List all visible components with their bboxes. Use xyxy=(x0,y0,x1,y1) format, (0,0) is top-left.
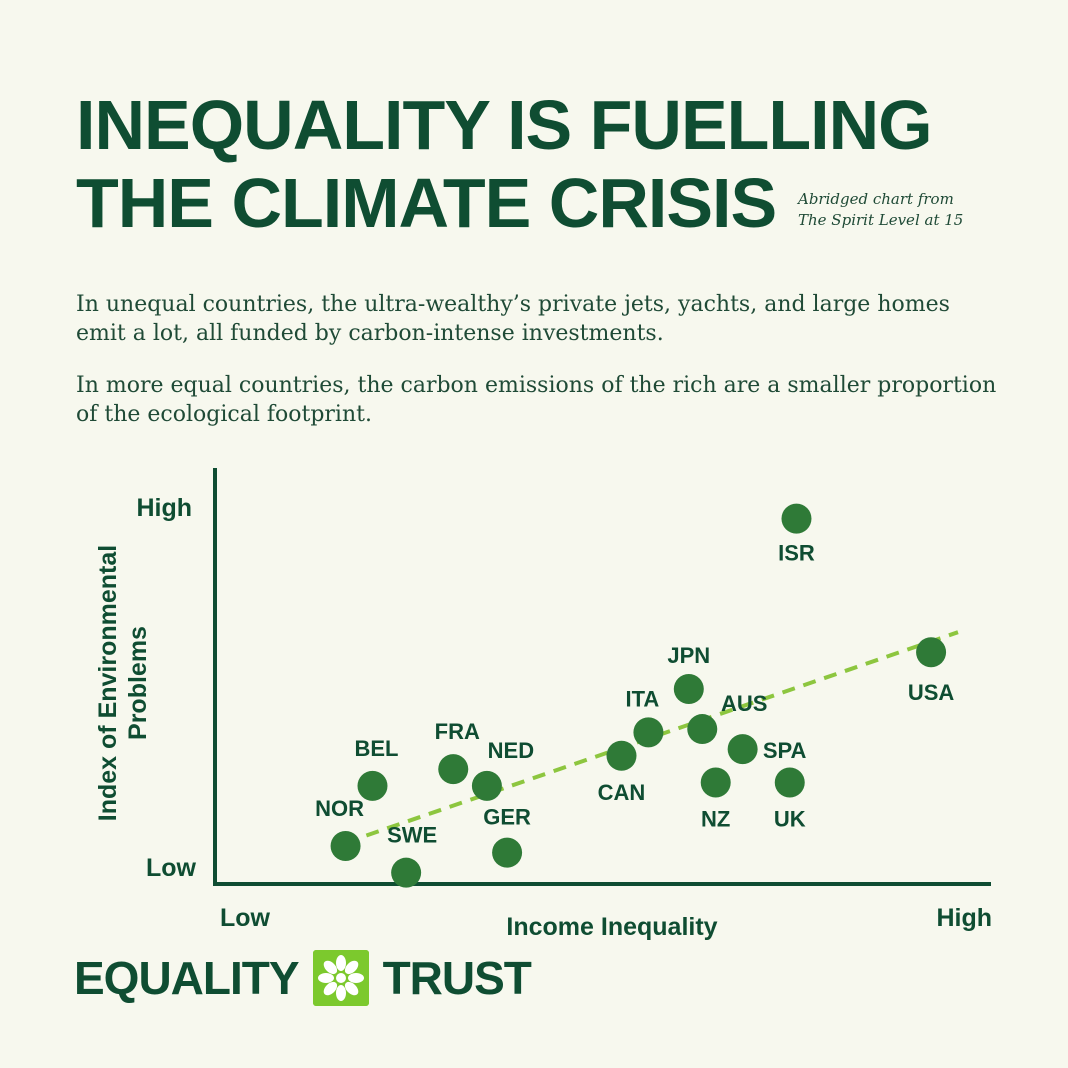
point-can xyxy=(606,740,637,771)
source-line-2: The Spirit Level at 15 xyxy=(798,211,964,229)
intro-paragraph-2: In more equal countries, the carbon emis… xyxy=(76,373,997,427)
logo-petal xyxy=(323,960,337,975)
logo-petal xyxy=(317,973,334,983)
logo-petal xyxy=(344,960,358,975)
point-swe xyxy=(391,857,422,888)
point-usa xyxy=(916,637,947,668)
flower-logo-icon xyxy=(312,950,369,1006)
logo-petal xyxy=(335,985,346,1001)
title-line-1: INEQUALITY IS FUELLING xyxy=(76,86,933,164)
point-jpn xyxy=(673,673,704,704)
point-label-ita: ITA xyxy=(626,686,660,711)
point-ita xyxy=(633,717,664,748)
point-label-spa: SPA xyxy=(763,738,807,763)
point-label-bel: BEL xyxy=(354,736,398,761)
y-axis-title-line-1: Index of Environmental xyxy=(94,545,122,821)
point-aus xyxy=(687,714,718,745)
point-fra xyxy=(438,754,469,785)
equality-trust-logo: EQUALITY TRUST xyxy=(74,950,532,1006)
intro-paragraph-1: In unequal countries, the ultra-wealthy’… xyxy=(76,292,950,346)
trend-line xyxy=(344,630,959,845)
logo-text-right: TRUST xyxy=(382,952,532,1004)
y-axis-title-line-2: Problems xyxy=(124,626,152,740)
point-label-aus: AUS xyxy=(721,691,767,716)
point-ger xyxy=(492,837,523,868)
point-nor xyxy=(330,830,361,861)
point-label-isr: ISR xyxy=(778,541,815,566)
point-label-nor: NOR xyxy=(315,796,364,821)
point-label-fra: FRA xyxy=(435,719,480,744)
x-tick-label-low: Low xyxy=(220,904,271,932)
point-label-jpn: JPN xyxy=(667,643,710,668)
point-label-swe: SWE xyxy=(387,823,437,848)
title-line-2: THE CLIMATE CRISIS xyxy=(76,164,777,242)
source-note: Abridged chart from The Spirit Level at … xyxy=(798,189,963,231)
labels-layer: NOR BEL SWE FRA NED GER CAN ITA JPN AUS NZ SPA UK ISR… xyxy=(315,541,954,848)
point-nz xyxy=(700,767,731,798)
logo-petal xyxy=(335,955,346,971)
y-tick-label-high: High xyxy=(136,494,192,522)
point-label-ned: NED xyxy=(488,738,534,763)
y-axis-title: Index of EnvironmentalProblems xyxy=(94,545,152,821)
point-label-uk: UK xyxy=(774,807,806,832)
chart-title: INEQUALITY IS FUELLING THE CLIMATE CRISI… xyxy=(76,86,933,242)
trend-layer xyxy=(344,630,959,845)
points-layer xyxy=(330,503,947,888)
x-tick-label-high: High xyxy=(936,904,992,932)
x-axis-title: Income Inequality xyxy=(506,913,717,941)
logo-petal xyxy=(347,973,364,983)
logo-text-left: EQUALITY xyxy=(74,952,300,1004)
source-line-1: Abridged chart from xyxy=(798,190,954,208)
chart-axes: High Low Low High Income Inequality Index of … xyxy=(94,468,992,941)
point-isr xyxy=(781,503,812,534)
point-spa xyxy=(727,734,758,765)
y-tick-label-low: Low xyxy=(146,854,197,882)
point-bel xyxy=(357,770,388,801)
point-label-can: CAN xyxy=(598,780,646,805)
logo-petal xyxy=(344,981,358,996)
logo-center xyxy=(335,973,346,983)
point-label-nz: NZ xyxy=(701,807,730,832)
point-ned xyxy=(471,770,502,801)
logo-petal xyxy=(323,981,337,996)
point-uk xyxy=(774,767,805,798)
point-label-usa: USA xyxy=(908,680,955,705)
point-label-ger: GER xyxy=(483,805,531,830)
